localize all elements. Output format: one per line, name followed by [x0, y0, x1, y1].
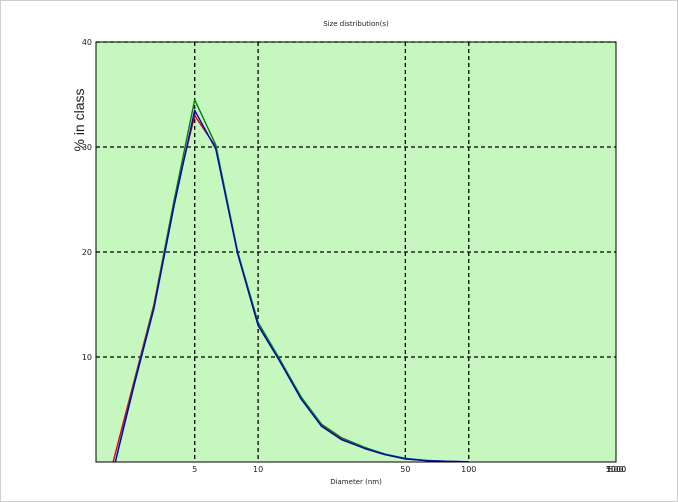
x-tick-label: 5000	[606, 465, 626, 474]
x-axis-label: Diameter (nm)	[330, 478, 382, 486]
chart-title: Size distribution(s)	[323, 20, 389, 28]
y-tick-label: 30	[82, 143, 92, 152]
x-tick-label: 50	[400, 465, 410, 474]
x-tick-label: 5	[192, 465, 197, 474]
y-axis-label: % in class	[71, 88, 87, 151]
y-tick-label: 20	[82, 248, 92, 257]
y-tick-label: 40	[82, 38, 92, 47]
x-tick-label: 10	[253, 465, 263, 474]
x-tick-label: 1000	[606, 465, 626, 474]
x-tick-label: 100	[461, 465, 476, 474]
x-tick-label: 500	[608, 465, 623, 474]
y-tick-label: 10	[82, 353, 92, 362]
series-line-3	[114, 109, 469, 463]
plot-border	[95, 41, 617, 463]
series-layer	[112, 99, 469, 463]
